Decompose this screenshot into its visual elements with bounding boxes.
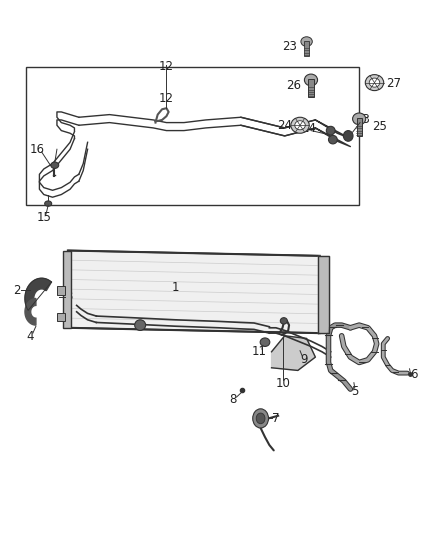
Ellipse shape [280,318,287,324]
Ellipse shape [369,78,380,87]
Text: 7: 7 [272,412,280,425]
Text: 26: 26 [286,79,301,92]
Text: 2: 2 [13,284,21,297]
Bar [304,41,309,56]
Ellipse shape [45,201,52,206]
Ellipse shape [291,117,309,133]
Text: 10: 10 [276,377,291,390]
Circle shape [256,413,265,424]
Text: 11: 11 [252,345,267,358]
Text: 25: 25 [372,120,387,133]
Bar [308,79,314,97]
Text: 5: 5 [351,385,358,398]
Text: 24: 24 [277,119,292,132]
Text: 1: 1 [171,281,179,294]
Text: 12: 12 [159,60,174,73]
Bar [57,313,65,321]
Ellipse shape [326,126,335,135]
Circle shape [253,409,268,428]
Ellipse shape [353,113,366,125]
Text: 16: 16 [30,143,45,156]
Bar [26,67,359,205]
Polygon shape [68,251,320,333]
Text: 23: 23 [282,41,297,53]
Ellipse shape [301,37,312,46]
Text: 3: 3 [66,290,73,303]
Polygon shape [25,298,36,325]
Polygon shape [272,336,315,370]
Polygon shape [318,256,329,333]
Bar [57,286,65,295]
Text: 15: 15 [36,211,51,224]
Ellipse shape [260,338,270,346]
Text: 14: 14 [301,123,316,135]
Text: 4: 4 [26,330,34,343]
Ellipse shape [328,135,337,144]
Ellipse shape [295,120,305,130]
Text: 9: 9 [300,353,307,366]
Text: 8: 8 [230,393,237,406]
Ellipse shape [365,75,384,91]
Text: 27: 27 [386,77,401,90]
Text: 13: 13 [355,114,370,126]
Bar [63,251,71,328]
Text: 6: 6 [410,368,418,381]
Ellipse shape [51,162,59,168]
Ellipse shape [304,74,318,86]
Polygon shape [25,278,51,310]
Bar [357,118,362,136]
Ellipse shape [343,131,353,141]
Ellipse shape [135,320,145,330]
Text: 12: 12 [159,92,174,105]
